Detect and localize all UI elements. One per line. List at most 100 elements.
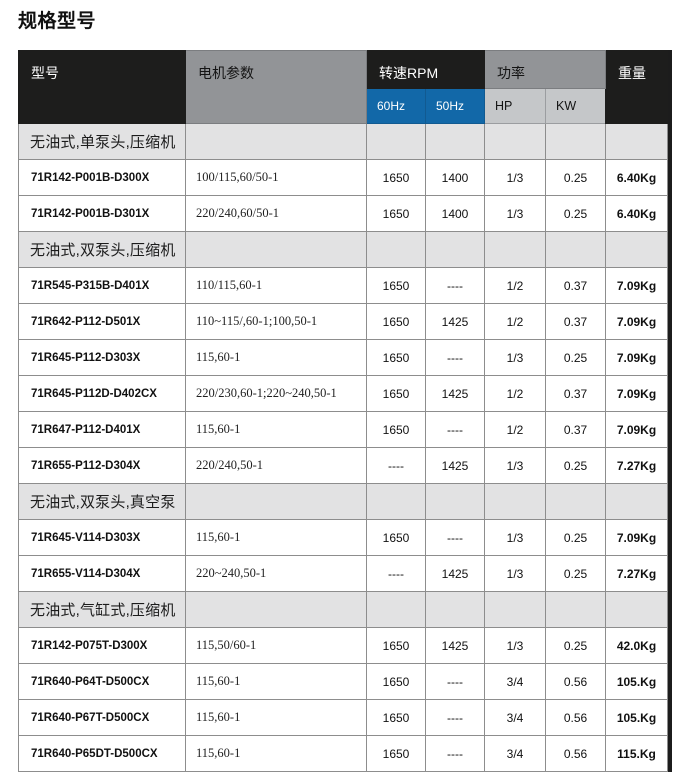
motor-params-cell: 220/240,60/50-1 (185, 195, 367, 232)
motor-params-cell: 220/240,50-1 (185, 447, 367, 484)
weight-cell: 7.27Kg (605, 447, 668, 484)
kw-cell: 0.25 (545, 447, 606, 484)
weight-cell: 7.09Kg (605, 375, 668, 412)
weight-cell: 7.09Kg (605, 411, 668, 448)
table-row: 71R647-P112-D401X 115,60-1 1650 ---- 1/2 0.37… (18, 411, 668, 448)
model-cell: 71R640-P64T-D500CX (18, 663, 186, 700)
model-cell: 71R142-P001B-D301X (18, 195, 186, 232)
kw-cell: 0.56 (545, 699, 606, 736)
subheader-kw: KW (545, 88, 606, 124)
motor-params-cell: 115,50/60-1 (185, 627, 367, 664)
table-row: 71R142-P001B-D300X 100/115,60/50-1 1650 140… (18, 159, 668, 196)
section-empty-cell (545, 591, 606, 628)
table-row: 71R545-P315B-D401X 110/115,60-1 1650 ---- 1/… (18, 267, 668, 304)
rpm-50hz-cell: 1400 (425, 159, 485, 196)
rpm-50hz-cell: ---- (425, 267, 485, 304)
section-empty-cell (545, 231, 606, 268)
rpm-60hz-cell: 1650 (366, 303, 426, 340)
rpm-60hz-cell: 1650 (366, 735, 426, 772)
rpm-50hz-cell: 1425 (425, 555, 485, 592)
rpm-50hz-cell: ---- (425, 735, 485, 772)
column-header-motor-params: 电机参数 (185, 50, 367, 124)
table-row: 71R642-P112-D501X 110~115/,60-1;100,50-1 1… (18, 303, 668, 340)
kw-cell: 0.56 (545, 663, 606, 700)
section-row: 无油式,气缸式,压缩机 (18, 591, 668, 628)
column-header-model: 型号 (18, 50, 186, 124)
kw-cell: 0.37 (545, 411, 606, 448)
rpm-50hz-cell: 1400 (425, 195, 485, 232)
rpm-50hz-cell: 1425 (425, 303, 485, 340)
table-row: 71R640-P64T-D500CX 115,60-1 1650 ---- 3/4 0.5… (18, 663, 668, 700)
rpm-50hz-cell: 1425 (425, 627, 485, 664)
table-row: 71R655-V114-D304X 220~240,50-1 ---- 1425 1/3… (18, 555, 668, 592)
rpm-60hz-cell: 1650 (366, 267, 426, 304)
kw-cell: 0.25 (545, 555, 606, 592)
rpm-60hz-cell: 1650 (366, 519, 426, 556)
section-empty-cell (605, 123, 668, 160)
header-row-groups: 型号 电机参数 转速RPM 功率 重量 (18, 50, 668, 124)
hp-cell: 1/2 (484, 267, 546, 304)
table-row: 71R645-V114-D303X 115,60-1 1650 ---- 1/3 0.25… (18, 519, 668, 556)
table-row: 71R645-P112D-D402CX 220/230,60-1;220~240,… (18, 375, 668, 412)
section-empty-cell (605, 591, 668, 628)
weight-cell: 7.27Kg (605, 555, 668, 592)
motor-params-cell: 115,60-1 (185, 663, 367, 700)
hp-cell: 3/4 (484, 663, 546, 700)
weight-cell: 115.Kg (605, 735, 668, 772)
model-cell: 71R645-V114-D303X (18, 519, 186, 556)
motor-params-cell: 110/115,60-1 (185, 267, 367, 304)
rpm-50hz-cell: 1425 (425, 375, 485, 412)
section-empty-cell (545, 123, 606, 160)
kw-cell: 0.37 (545, 303, 606, 340)
table-row: 71R640-P65DT-D500CX 115,60-1 1650 ---- 3/4 0.… (18, 735, 668, 772)
section-empty-cell (605, 231, 668, 268)
model-cell: 71R142-P075T-D300X (18, 627, 186, 664)
motor-params-cell: 115,60-1 (185, 411, 367, 448)
hp-cell: 3/4 (484, 699, 546, 736)
weight-cell: 7.09Kg (605, 303, 668, 340)
motor-params-cell: 115,60-1 (185, 339, 367, 376)
section-empty-cell (185, 231, 367, 268)
rpm-50hz-cell: ---- (425, 519, 485, 556)
rpm-60hz-cell: 1650 (366, 663, 426, 700)
rpm-60hz-cell: 1650 (366, 195, 426, 232)
table-row: 71R640-P67T-D500CX 115,60-1 1650 ---- 3/4 0.5… (18, 699, 668, 736)
motor-params-cell: 110~115/,60-1;100,50-1 (185, 303, 367, 340)
weight-cell: 7.09Kg (605, 267, 668, 304)
column-header-power-group: 功率 (484, 50, 606, 89)
header-row-subcolumns: 60Hz 50Hz HP KW (19, 88, 668, 124)
section-label: 无油式,单泵头,压缩机 (18, 123, 186, 160)
section-empty-cell (484, 123, 546, 160)
kw-cell: 0.56 (545, 735, 606, 772)
rpm-50hz-cell: ---- (425, 339, 485, 376)
section-empty-cell (366, 231, 426, 268)
weight-cell: 105.Kg (605, 699, 668, 736)
subheader-60hz: 60Hz (366, 88, 426, 124)
motor-params-cell: 220/230,60-1;220~240,50-1 (185, 375, 367, 412)
rpm-60hz-cell: 1650 (366, 375, 426, 412)
model-cell: 71R647-P112-D401X (18, 411, 186, 448)
kw-cell: 0.37 (545, 267, 606, 304)
motor-params-cell: 115,60-1 (185, 519, 367, 556)
hp-cell: 1/2 (484, 303, 546, 340)
motor-params-cell: 115,60-1 (185, 735, 367, 772)
spec-table-grid: 型号 电机参数 转速RPM 功率 重量 60Hz 50Hz HP KW 无油式,… (18, 50, 668, 772)
kw-cell: 0.25 (545, 339, 606, 376)
model-cell: 71R642-P112-D501X (18, 303, 186, 340)
section-label: 无油式,双泵头,压缩机 (18, 231, 186, 268)
section-row: 无油式,双泵头,真空泵 (18, 483, 668, 520)
rpm-50hz-cell: 1425 (425, 447, 485, 484)
kw-cell: 0.25 (545, 519, 606, 556)
column-header-rpm-group: 转速RPM (366, 50, 485, 89)
kw-cell: 0.25 (545, 195, 606, 232)
section-empty-cell (484, 231, 546, 268)
weight-cell: 6.40Kg (605, 159, 668, 196)
section-empty-cell (366, 591, 426, 628)
model-cell: 71R655-V114-D304X (18, 555, 186, 592)
kw-cell: 0.25 (545, 627, 606, 664)
model-cell: 71R640-P67T-D500CX (18, 699, 186, 736)
kw-cell: 0.25 (545, 159, 606, 196)
spec-table-body: 无油式,单泵头,压缩机 71R142-P001B-D300X 100/115,60/… (18, 123, 668, 772)
table-row: 71R142-P075T-D300X 115,50/60-1 1650 1425 1/3… (18, 627, 668, 664)
model-cell: 71R640-P65DT-D500CX (18, 735, 186, 772)
